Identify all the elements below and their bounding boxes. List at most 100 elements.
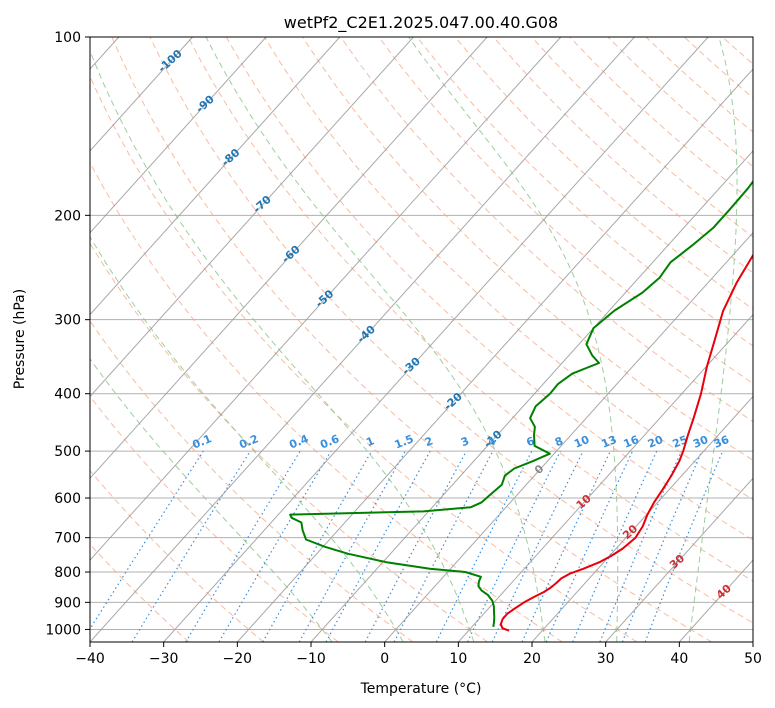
dry-adiabat bbox=[149, 37, 753, 624]
profile-series bbox=[289, 179, 753, 632]
dewpoint-profile bbox=[289, 179, 753, 628]
plot-area: -100-90-80-70-60-50-40-30-20-10010203040… bbox=[90, 37, 753, 642]
mixing-ratio-label: 16 bbox=[622, 433, 641, 451]
y-tick-label: 900 bbox=[54, 595, 81, 611]
skewed-isotherm bbox=[90, 37, 267, 234]
mixing-ratio-line bbox=[218, 450, 332, 642]
y-tick-label: 500 bbox=[54, 444, 81, 460]
pressure-gridlines bbox=[90, 37, 753, 630]
mixing-ratio-lines bbox=[90, 450, 724, 642]
x-tick-label: −40 bbox=[75, 651, 105, 667]
skewed-isotherm bbox=[531, 395, 753, 642]
dry-adiabat bbox=[493, 37, 753, 274]
y-tick-label: 700 bbox=[54, 531, 81, 547]
dry-adiabat bbox=[607, 37, 753, 168]
temperature-profile bbox=[499, 253, 753, 632]
mixing-ratio-line bbox=[262, 450, 373, 642]
y-tick-label: 400 bbox=[54, 387, 81, 403]
mixing-ratio-label: 0.4 bbox=[287, 432, 310, 451]
skewed-isotherm bbox=[752, 641, 753, 642]
moist-adiabat bbox=[688, 37, 738, 642]
mixing-ratio-label: 0.2 bbox=[237, 432, 260, 451]
mixing-ratio-line bbox=[545, 450, 634, 642]
x-tick-label: 50 bbox=[744, 651, 762, 667]
skewed-isotherm bbox=[310, 150, 753, 642]
mixing-ratio-label: 30 bbox=[691, 433, 710, 451]
dry-adiabats bbox=[90, 37, 753, 642]
dry-adiabat bbox=[90, 320, 414, 642]
mixing-ratio-line bbox=[466, 450, 561, 642]
x-tick-label: −30 bbox=[149, 651, 179, 667]
mixing-ratio-label: 10 bbox=[572, 433, 591, 451]
skewed-isotherm bbox=[236, 68, 753, 642]
mixing-ratio-line bbox=[621, 450, 703, 642]
dry-adiabat bbox=[416, 37, 753, 347]
mixing-ratio-label: 1.5 bbox=[393, 432, 416, 451]
skewed-isotherms bbox=[90, 37, 753, 642]
mixing-ratio-label: 8 bbox=[553, 434, 565, 449]
chart-title: wetPf2_C2E1.2025.047.00.40.G08 bbox=[284, 13, 558, 33]
mixing-ratio-line bbox=[298, 450, 406, 642]
isotherm-label: -100 bbox=[156, 47, 185, 75]
mixing-ratio-line bbox=[572, 450, 658, 642]
mixing-ratio-line bbox=[90, 450, 204, 631]
moist-adiabat bbox=[90, 358, 333, 642]
y-tick-label: 100 bbox=[54, 30, 81, 46]
dry-adiabat bbox=[90, 469, 264, 642]
skewed-isotherm bbox=[384, 231, 753, 642]
dry-adiabat bbox=[90, 161, 563, 642]
x-axis-title: Temperature (°C) bbox=[360, 681, 482, 697]
y-axis-ticks: 100 200 300 400 500 600 700 800 900 1000 bbox=[45, 30, 90, 638]
skewed-isotherm bbox=[90, 37, 562, 561]
skewed-isotherm bbox=[605, 477, 753, 642]
skewed-isotherm bbox=[90, 37, 488, 480]
y-tick-label: 600 bbox=[54, 491, 81, 507]
y-axis-title: Pressure (hPa) bbox=[12, 289, 28, 389]
mixing-ratio-line bbox=[364, 450, 467, 642]
y-tick-label: 800 bbox=[54, 565, 81, 581]
skewed-isotherm bbox=[90, 37, 193, 152]
dry-adiabat bbox=[645, 37, 753, 133]
y-tick-label: 1000 bbox=[45, 622, 81, 638]
moist-adiabat bbox=[90, 235, 404, 642]
x-tick-label: 0 bbox=[380, 651, 389, 667]
x-axis-ticks: −40 −30 −20 −10 0 10 20 30 40 50 bbox=[75, 642, 762, 667]
x-tick-label: −10 bbox=[296, 651, 326, 667]
skewed-isotherm bbox=[457, 313, 753, 642]
mixing-ratio-line bbox=[131, 450, 251, 642]
mixing-ratio-labels: 0.1 0.2 0.4 0.6 1 1.5 2 3 4 6 8 10 13 16 20 25 30 36 bbox=[191, 432, 732, 451]
x-tick-label: 20 bbox=[523, 651, 541, 667]
mixing-ratio-label: 20 bbox=[646, 433, 665, 451]
mixing-ratio-line bbox=[185, 450, 301, 642]
x-tick-label: 40 bbox=[670, 651, 688, 667]
moist-adiabat bbox=[205, 37, 546, 642]
y-tick-label: 300 bbox=[54, 313, 81, 329]
x-tick-label: −20 bbox=[223, 651, 253, 667]
mixing-ratio-label: 2 bbox=[423, 434, 435, 449]
mixing-ratio-line bbox=[644, 450, 724, 642]
mixing-ratio-label: 13 bbox=[600, 433, 619, 451]
plot-frame bbox=[89, 36, 754, 643]
skewed-isotherm bbox=[90, 37, 635, 642]
dry-adiabat bbox=[90, 395, 339, 642]
dry-adiabat bbox=[683, 37, 753, 99]
mixing-ratio-line bbox=[325, 450, 431, 642]
dry-adiabat bbox=[531, 37, 753, 238]
x-tick-label: 10 bbox=[449, 651, 467, 667]
skewed-isotherm bbox=[90, 37, 414, 398]
moist-adiabat bbox=[90, 49, 475, 642]
mixing-ratio-label: 36 bbox=[712, 433, 731, 451]
dry-adiabat bbox=[225, 37, 753, 541]
mixing-ratio-label: 3 bbox=[459, 434, 471, 449]
dry-adiabat bbox=[90, 543, 190, 642]
skewed-isotherm bbox=[163, 37, 709, 642]
mixing-ratio-line bbox=[491, 450, 584, 642]
dry-adiabat bbox=[90, 242, 488, 642]
mixing-ratio-label: 1 bbox=[364, 434, 376, 449]
dry-adiabat bbox=[454, 37, 753, 310]
mixing-ratio-line bbox=[521, 450, 611, 642]
x-tick-label: 30 bbox=[597, 651, 615, 667]
mixing-ratio-label: 0.1 bbox=[191, 432, 214, 451]
y-tick-label: 200 bbox=[54, 208, 81, 224]
